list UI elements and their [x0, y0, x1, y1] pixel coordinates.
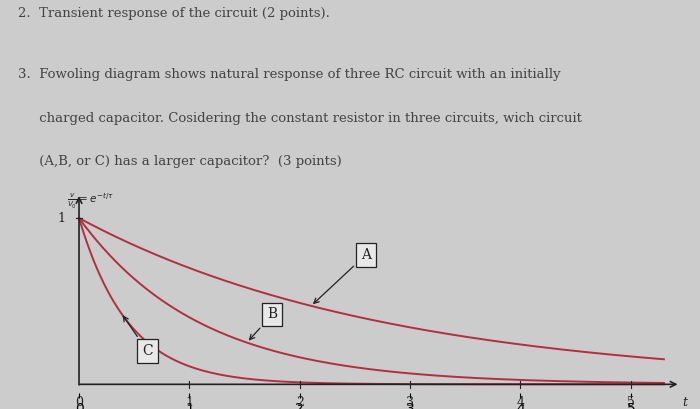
- Text: A: A: [314, 247, 371, 303]
- Text: 3: 3: [406, 396, 414, 409]
- Text: C: C: [123, 316, 153, 358]
- Text: (A,B, or C) has a larger capacitor?  (3 points): (A,B, or C) has a larger capacitor? (3 p…: [18, 155, 342, 168]
- Text: 4: 4: [517, 396, 524, 409]
- Text: B: B: [250, 308, 277, 339]
- Text: t: t: [682, 396, 687, 409]
- Text: $\frac{v}{V_0}$$= e^{-t/\tau}$: $\frac{v}{V_0}$$= e^{-t/\tau}$: [67, 191, 114, 211]
- Text: 3.  Fowoling diagram shows natural response of three RC circuit with an initiall: 3. Fowoling diagram shows natural respon…: [18, 68, 560, 81]
- Text: charged capacitor. Cosidering the constant resistor in three circuits, wich circ: charged capacitor. Cosidering the consta…: [18, 112, 582, 125]
- Text: 0: 0: [75, 396, 83, 409]
- Text: 2: 2: [296, 396, 304, 409]
- Text: 2.  Transient response of the circuit (2 points).: 2. Transient response of the circuit (2 …: [18, 7, 330, 20]
- Text: 1: 1: [186, 396, 193, 409]
- Text: 5: 5: [627, 396, 635, 409]
- Text: 1: 1: [58, 211, 66, 225]
